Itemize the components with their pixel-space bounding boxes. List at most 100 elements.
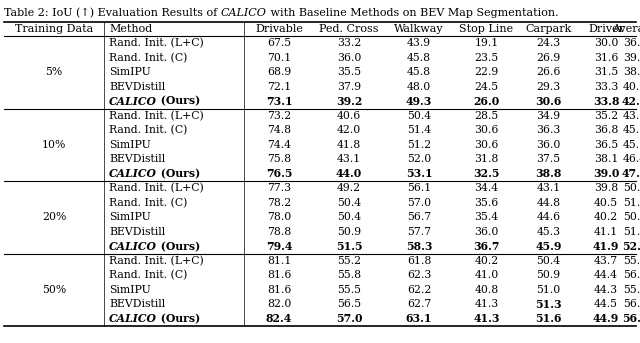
Text: 40.5: 40.5 [594,198,618,208]
Text: 56.0: 56.0 [623,270,640,280]
Text: 26.0: 26.0 [474,96,500,107]
Text: 36.3: 36.3 [623,38,640,48]
Text: BEVDistill: BEVDistill [109,82,165,92]
Text: 43.7: 43.7 [594,256,618,266]
Text: 50.0: 50.0 [623,183,640,193]
Text: 40.2: 40.2 [594,212,618,222]
Text: 30.0: 30.0 [594,38,618,48]
Text: 5%: 5% [45,67,63,77]
Text: 36.7: 36.7 [473,241,500,252]
Text: 40.2: 40.2 [474,256,499,266]
Text: 44.5: 44.5 [594,299,618,309]
Text: 33.3: 33.3 [594,82,618,92]
Text: 55.5: 55.5 [337,285,361,295]
Text: 43.8: 43.8 [623,111,640,121]
Text: 62.2: 62.2 [407,285,431,295]
Text: 62.7: 62.7 [407,299,431,309]
Text: 44.0: 44.0 [336,168,362,179]
Text: 52.3: 52.3 [621,241,640,252]
Text: 50.4: 50.4 [536,256,561,266]
Text: 22.9: 22.9 [474,67,499,77]
Text: 51.4: 51.4 [407,125,431,135]
Text: 50.4: 50.4 [407,111,431,121]
Text: 40.9: 40.9 [623,82,640,92]
Text: 35.2: 35.2 [594,111,618,121]
Text: 67.5: 67.5 [267,38,291,48]
Text: 61.8: 61.8 [407,256,431,266]
Text: 51.3: 51.3 [535,299,562,310]
Text: 41.8: 41.8 [337,140,361,150]
Text: CALICO: CALICO [109,96,157,107]
Text: 73.2: 73.2 [267,111,291,121]
Text: 29.3: 29.3 [536,82,561,92]
Text: 51.0: 51.0 [536,285,561,295]
Text: 55.8: 55.8 [337,270,361,280]
Text: 26.6: 26.6 [536,67,561,77]
Text: 82.0: 82.0 [267,299,291,309]
Text: BEVDistill: BEVDistill [109,154,165,164]
Text: 78.8: 78.8 [267,227,291,237]
Text: 46.4: 46.4 [623,154,640,164]
Text: 33.8: 33.8 [593,96,620,107]
Text: SimIPU: SimIPU [109,212,151,222]
Text: 30.6: 30.6 [474,125,499,135]
Text: 45.8: 45.8 [407,53,431,63]
Text: 74.8: 74.8 [267,125,291,135]
Text: 30.6: 30.6 [474,140,499,150]
Text: 45.8: 45.8 [407,67,431,77]
Text: 45.9: 45.9 [535,241,562,252]
Text: 42.0: 42.0 [337,125,361,135]
Text: BEVDistill: BEVDistill [109,299,165,309]
Text: SimIPU: SimIPU [109,140,151,150]
Text: Driver: Driver [588,24,624,34]
Text: 55.9: 55.9 [623,285,640,295]
Text: 48.0: 48.0 [407,82,431,92]
Text: 39.0: 39.0 [593,168,619,179]
Text: Ped. Cross: Ped. Cross [319,24,379,34]
Text: 73.1: 73.1 [266,96,292,107]
Text: 30.6: 30.6 [535,96,562,107]
Text: 75.8: 75.8 [267,154,291,164]
Text: 51.5: 51.5 [336,241,362,252]
Text: 76.5: 76.5 [266,168,292,179]
Text: 49.3: 49.3 [406,96,432,107]
Text: 56.5: 56.5 [337,299,361,309]
Text: Average: Average [612,24,640,34]
Text: 82.4: 82.4 [266,313,292,324]
Text: 40.6: 40.6 [337,111,361,121]
Text: 50.9: 50.9 [536,270,561,280]
Text: 44.3: 44.3 [594,285,618,295]
Text: Rand. Init. (L+C): Rand. Init. (L+C) [109,256,204,266]
Text: 41.1: 41.1 [594,227,618,237]
Text: BEVDistill: BEVDistill [109,227,165,237]
Text: 81.6: 81.6 [267,285,291,295]
Text: Training Data: Training Data [15,24,93,34]
Text: 57.0: 57.0 [336,313,362,324]
Text: 43.9: 43.9 [407,38,431,48]
Text: CALICO: CALICO [221,8,267,18]
Text: 81.1: 81.1 [267,256,291,266]
Text: 45.1: 45.1 [623,140,640,150]
Text: SimIPU: SimIPU [109,285,151,295]
Text: 53.1: 53.1 [406,168,432,179]
Text: 70.1: 70.1 [267,53,291,63]
Text: 50.4: 50.4 [337,212,361,222]
Text: 47.3: 47.3 [621,168,640,179]
Text: 28.5: 28.5 [474,111,499,121]
Text: 72.1: 72.1 [267,82,291,92]
Text: (Ours): (Ours) [157,241,200,252]
Text: 44.8: 44.8 [536,198,561,208]
Text: Carpark: Carpark [525,24,572,34]
Text: 24.5: 24.5 [474,82,499,92]
Text: 44.9: 44.9 [593,313,619,324]
Text: 56.7: 56.7 [407,212,431,222]
Text: 33.2: 33.2 [337,38,361,48]
Text: 41.0: 41.0 [474,270,499,280]
Text: 35.6: 35.6 [474,198,499,208]
Text: 43.1: 43.1 [536,183,561,193]
Text: 36.3: 36.3 [536,125,561,135]
Text: 41.3: 41.3 [474,299,499,309]
Text: 39.0: 39.0 [623,53,640,63]
Text: 26.9: 26.9 [536,53,561,63]
Text: 55.4: 55.4 [623,256,640,266]
